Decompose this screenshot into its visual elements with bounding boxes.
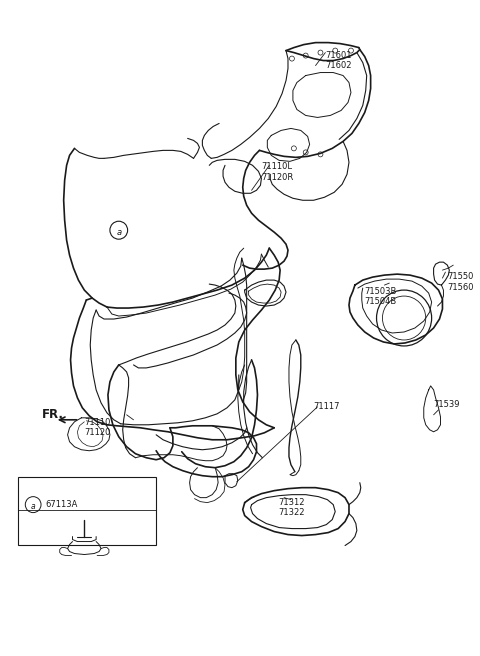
Text: 71110
71120: 71110 71120 — [84, 418, 111, 437]
Circle shape — [25, 497, 41, 512]
Text: 71117: 71117 — [313, 402, 340, 411]
Text: 71110L
71120R: 71110L 71120R — [262, 162, 294, 182]
Text: FR.: FR. — [42, 408, 64, 421]
Text: 71601
71602: 71601 71602 — [325, 51, 352, 70]
Text: 71539: 71539 — [433, 400, 460, 409]
Bar — [18, 477, 156, 544]
Text: 71550
71560: 71550 71560 — [447, 272, 474, 291]
Text: a: a — [116, 228, 121, 237]
Text: a: a — [31, 502, 36, 511]
Circle shape — [110, 221, 128, 239]
Text: 67113A: 67113A — [45, 500, 77, 509]
Text: 71503B
71504B: 71503B 71504B — [365, 287, 397, 306]
Text: 71312
71322: 71312 71322 — [278, 498, 305, 517]
